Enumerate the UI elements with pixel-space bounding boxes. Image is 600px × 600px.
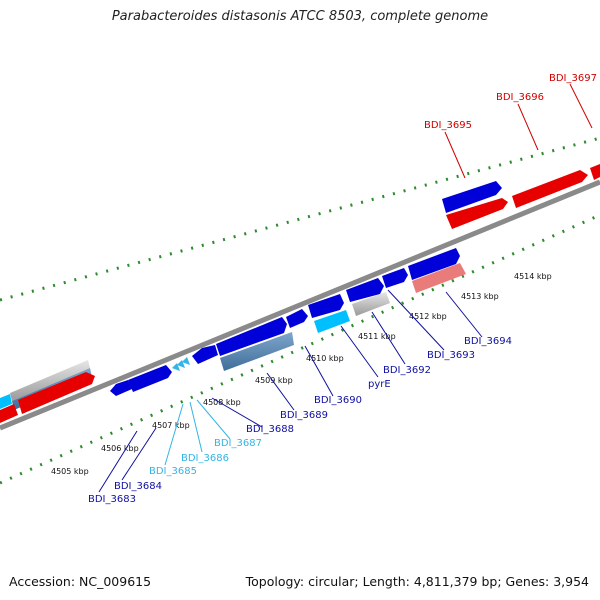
- callout-3695: [444, 131, 466, 179]
- gene-arrow-3693: [382, 268, 408, 288]
- gene-arrow-3684: [128, 365, 172, 392]
- scale-label: 4509 kbp: [255, 376, 293, 385]
- gene-label-bdi-3696[interactable]: BDI_3696: [496, 92, 544, 103]
- callout-3694: [445, 291, 483, 338]
- gene-arrow-3686: [177, 360, 185, 368]
- callout-3696: [517, 103, 539, 151]
- scale-label: 4514 kbp: [514, 272, 552, 281]
- gene-label-bdi-3684[interactable]: BDI_3684: [114, 481, 162, 492]
- gene-arrow-red-b: [512, 170, 588, 208]
- scale-label: 4505 kbp: [51, 467, 89, 476]
- scale-label: 4506 kbp: [101, 444, 139, 453]
- scale-label: 4511 kbp: [358, 332, 396, 341]
- gene-arrow-3689-steel: [220, 332, 294, 371]
- gene-arrow-3683: [110, 380, 132, 396]
- gene-arrow-3692: [346, 278, 384, 302]
- callout-3697: [569, 83, 593, 129]
- callout-3683: [98, 430, 138, 493]
- scale-label: 4508 kbp: [203, 398, 241, 407]
- gene-arrow-3690: [286, 309, 308, 328]
- callout-3687: [196, 399, 231, 440]
- gene-arrow-red-edge: [0, 404, 18, 423]
- gene-label-bdi-3688[interactable]: BDI_3688: [246, 424, 294, 435]
- gene-label-bdi-3689[interactable]: BDI_3689: [280, 410, 328, 421]
- callout-lines: [98, 83, 593, 493]
- map-title: Parabacteroides distasonis ATCC 8503, co…: [111, 9, 489, 24]
- inner-tick-track: [0, 213, 600, 485]
- gene-label-bdi-3690[interactable]: BDI_3690: [314, 395, 362, 406]
- gene-arrow-3685: [172, 363, 180, 371]
- outer-tick-track: [0, 136, 600, 302]
- gene-labels: BDI_3683 BDI_3684 BDI_3685 BDI_3686 BDI_…: [88, 73, 597, 505]
- callout-3692: [371, 311, 406, 365]
- gene-label-bdi-3692[interactable]: BDI_3692: [383, 365, 431, 376]
- gene-arrow-3689: [216, 317, 287, 356]
- callout-3693: [387, 289, 445, 351]
- gene-label-bdi-3683[interactable]: BDI_3683: [88, 494, 136, 505]
- gene-label-bdi-3695[interactable]: BDI_3695: [424, 120, 472, 131]
- gene-label-bdi-3687[interactable]: BDI_3687: [214, 438, 262, 449]
- gene-label-pyre[interactable]: pyrE: [368, 379, 391, 390]
- gene-label-bdi-3694[interactable]: BDI_3694: [464, 336, 512, 347]
- gene-arrow-red-a: [446, 198, 508, 229]
- callout-3685: [164, 403, 184, 466]
- scale-labels: 4505 kbp 4506 kbp 4507 kbp 4508 kbp 4509…: [51, 272, 552, 476]
- scale-label: 4510 kbp: [306, 354, 344, 363]
- gene-arrow-3694: [408, 248, 460, 280]
- gene-arrow-3695: [442, 181, 502, 213]
- callout-pyre: [340, 325, 379, 378]
- gene-arrow-red-c: [590, 164, 600, 180]
- gene-arrow-red-left: [18, 372, 95, 414]
- gene-arrow-left-cyan: [0, 394, 12, 409]
- gene-arrow-3692-gray: [352, 292, 390, 316]
- scale-label: 4507 kbp: [152, 421, 190, 430]
- gene-arrow-pyre-cyan: [314, 310, 350, 333]
- scale-label: 4513 kbp: [461, 292, 499, 301]
- gene-label-bdi-3697[interactable]: BDI_3697: [549, 73, 597, 84]
- gene-arrow-3694-pink: [412, 263, 466, 293]
- callout-3686: [189, 401, 203, 453]
- callout-3689: [266, 372, 295, 411]
- scale-label: 4512 kbp: [409, 312, 447, 321]
- callout-3690: [304, 345, 334, 397]
- gene-arrow-pyre: [308, 294, 344, 318]
- gene-arrow-3688: [192, 345, 218, 364]
- gene-label-bdi-3685[interactable]: BDI_3685: [149, 466, 197, 477]
- gene-arrow-left-gray: [10, 360, 90, 401]
- gene-label-bdi-3693[interactable]: BDI_3693: [427, 350, 475, 361]
- gene-label-bdi-3686[interactable]: BDI_3686: [181, 453, 229, 464]
- callout-3684: [121, 427, 157, 481]
- gene-arrow-3687: [182, 357, 190, 365]
- callout-3688: [211, 397, 263, 428]
- accession-text: Accession: NC_009615: [9, 574, 152, 589]
- genome-stats-text: Topology: circular; Length: 4,811,379 bp…: [245, 574, 589, 589]
- genome-backbone: [0, 179, 600, 431]
